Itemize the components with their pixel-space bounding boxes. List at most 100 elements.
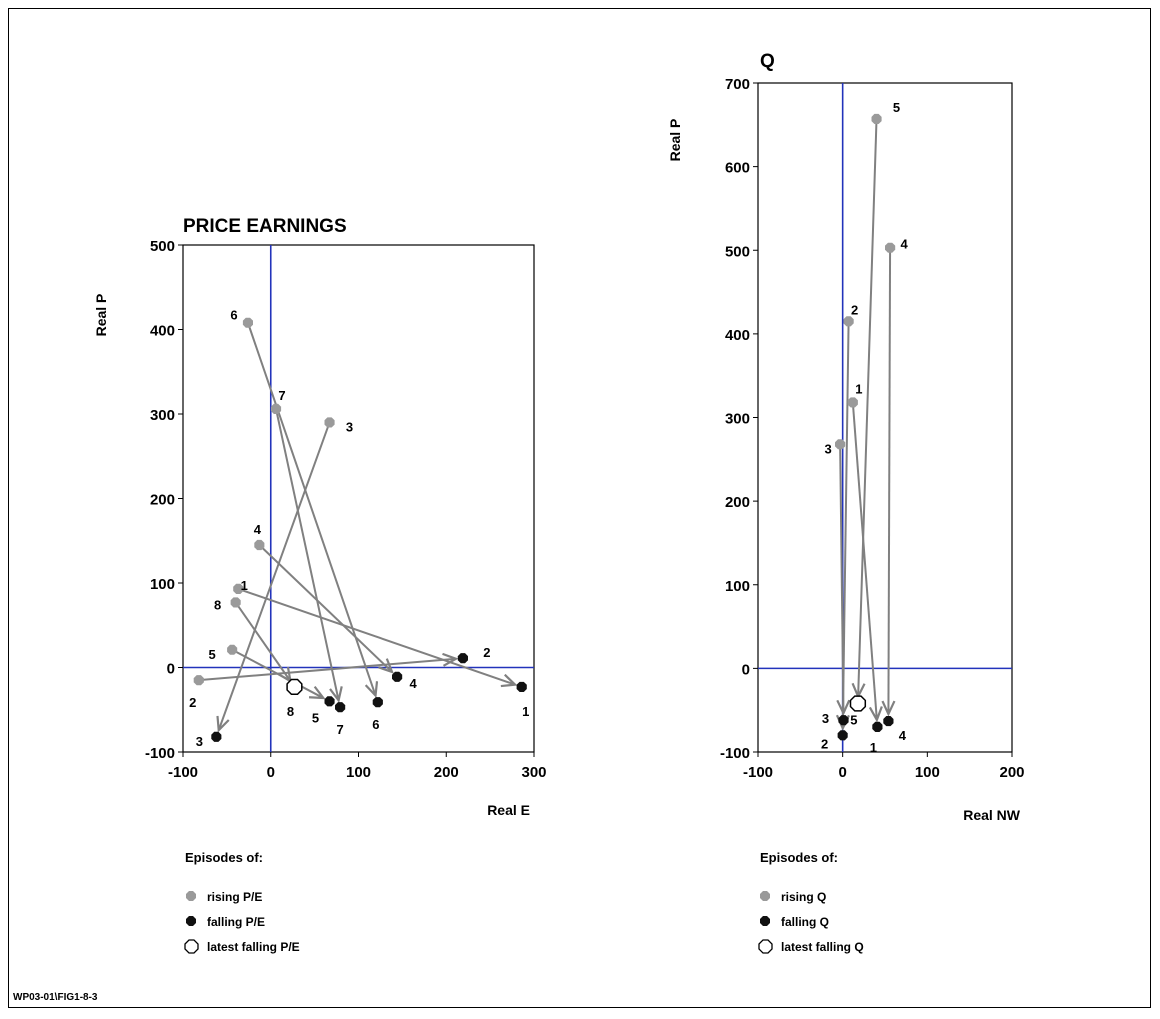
pe-y-tick-label: 0 [167,661,175,678]
pe-falling-point-5 [324,696,335,707]
q-rising-point-1 [847,397,858,408]
pe-rising-label-4: 4 [254,522,262,537]
q-y-tick-label: 700 [725,76,750,93]
pe-falling-point-2 [457,653,468,664]
pe-rising-label-6: 6 [230,308,237,323]
pe-x-tick-label: 100 [346,764,371,781]
q-legend-rising-label: rising Q [781,890,826,904]
pe-falling-point-6 [372,697,383,708]
q-y-tick-label: 300 [725,411,750,428]
pe-falling-point-7 [335,702,346,713]
q-x-tick-label: 100 [915,764,940,781]
pe-episode-arrow-8 [234,601,290,680]
pe-y-tick-label: -100 [145,745,175,762]
q-falling-label-4: 4 [899,728,907,743]
q-episode-arrow-4 [888,247,890,713]
q-falling-point-1 [872,721,883,732]
pe-falling-label-1: 1 [522,704,529,719]
q-rising-point-5 [871,113,882,124]
pe-falling-point-1 [516,681,527,692]
q-rising-point-2 [843,316,854,327]
q-legend-latest-marker [758,939,773,954]
pe-legend: Episodes of: rising P/E falling P/E late… [184,850,300,954]
pe-falling-label-2: 2 [483,645,490,660]
q-x-axis-label: Real NW [963,807,1021,823]
q-y-tick-label: 500 [725,243,750,260]
pe-legend-heading: Episodes of: [185,850,263,865]
pe-rising-point-5 [227,644,238,655]
q-plot-area [757,82,1013,753]
pe-falling-point-4 [392,671,403,682]
pe-y-tick-label: 100 [150,576,175,593]
figure-frame [8,8,1151,1008]
pe-rising-label-1: 1 [241,578,248,593]
pe-y-tick-label: 500 [150,238,175,255]
pe-latest-point [286,678,303,696]
q-y-tick-label: 400 [725,327,750,344]
q-legend-falling-label: falling Q [781,915,829,929]
pe-x-axis-label: Real E [487,802,530,818]
pe-x-tick-label: 0 [267,764,275,781]
q-rising-label-1: 1 [855,381,862,396]
pe-rising-label-5: 5 [209,647,216,662]
footer-code: WP03-01\FIG1-8-3 [13,992,98,1003]
q-legend-rising-marker [760,891,770,901]
q-rising-point-3 [835,439,846,450]
pe-rising-label-8: 8 [214,597,221,612]
q-rising-label-4: 4 [900,237,908,252]
pe-legend-latest-marker [184,939,199,954]
pe-legend-rising-marker [186,891,196,901]
q-y-tick-label: -100 [720,745,750,762]
pe-legend-falling-label: falling P/E [207,915,265,929]
pe-falling-label-7: 7 [336,722,343,737]
pe-rising-point-1 [233,583,244,594]
pe-episode-arrow-4 [258,544,391,671]
pe-episode-arrow-1 [237,587,514,684]
q-rising-label-5: 5 [893,100,900,115]
q-legend-latest-label: latest falling Q [781,940,864,954]
q-falling-point-2 [837,730,848,741]
pe-episode-arrow-5 [231,648,322,698]
pe-falling-label-6: 6 [372,717,379,732]
pe-rising-point-6 [242,317,253,328]
q-falling-label-2: 2 [821,736,828,751]
q-falling-point-3 [838,715,849,726]
pe-legend-falling-marker [186,916,196,926]
q-episode-arrow-1 [851,402,877,718]
pe-y-tick-label: 400 [150,323,175,340]
pe-legend-rising-label: rising P/E [207,890,262,904]
q-y-tick-label: 100 [725,578,750,595]
q-legend-falling-marker [760,916,770,926]
pe-y-axis-label: Real P [93,294,109,337]
pe-rising-label-3: 3 [346,419,353,434]
q-y-tick-label: 0 [742,661,750,678]
q-falling-point-4 [883,716,894,727]
q-y-axis-label: Real P [667,119,683,162]
pe-rising-point-7 [270,403,282,414]
pe-rising-point-3 [324,417,335,428]
q-legend: Episodes of: rising Q falling Q latest f… [758,850,864,954]
pe-falling-point-3 [211,731,222,742]
q-y-tick-label: 200 [725,494,750,511]
pe-episode-arrow-7 [275,408,338,699]
pe-falling-label-5: 5 [312,710,319,725]
q-y-tick-label: 600 [725,160,750,177]
pe-x-tick-label: 300 [521,764,546,781]
pe-chart-title: PRICE EARNINGS [183,216,347,237]
q-rising-label-3: 3 [825,441,832,456]
pe-y-tick-label: 200 [150,492,175,509]
pe-legend-latest-label: latest falling P/E [207,940,300,954]
q-legend-heading: Episodes of: [760,850,838,865]
q-episode-arrow-3 [840,444,843,712]
q-falling-label-3: 3 [822,711,829,726]
q-rising-label-2: 2 [851,302,858,317]
pe-falling-label-3: 3 [196,734,203,749]
pe-rising-point-2 [193,675,204,686]
q-x-tick-label: -100 [743,764,773,781]
pe-falling-label-4: 4 [409,676,417,691]
q-falling-label-1: 1 [870,740,877,755]
pe-latest-label: 8 [287,704,294,719]
pe-rising-point-4 [254,539,265,551]
pe-x-tick-label: 200 [434,764,459,781]
